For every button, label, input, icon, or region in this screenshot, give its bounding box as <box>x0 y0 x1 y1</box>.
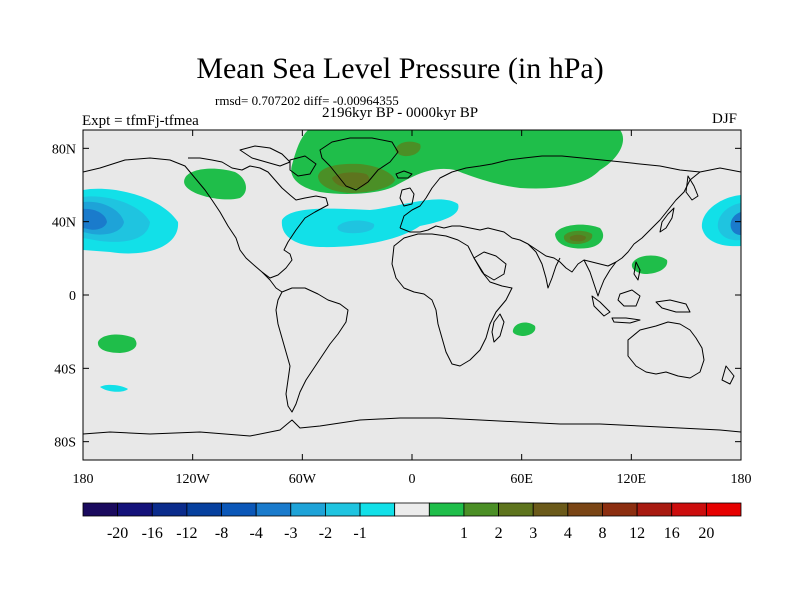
north-pacific-low-east-level3 <box>730 212 741 235</box>
colorbar-label: -3 <box>284 525 297 542</box>
colorbar-swatch <box>325 502 361 517</box>
north-atlantic-low-level2 <box>337 220 375 234</box>
lon-tick-label: 180 <box>731 472 752 487</box>
colorbar-label: -1 <box>353 525 366 542</box>
alaska-high <box>184 168 247 200</box>
north-america-coast <box>83 157 329 279</box>
lon-tick-label: 60W <box>289 472 317 487</box>
baffin-island <box>289 155 317 177</box>
lon-tick-label: 120E <box>617 472 647 487</box>
lat-tick-label: 80S <box>54 436 76 451</box>
colorbar-swatch <box>394 502 430 517</box>
east-asia-coast <box>399 171 701 273</box>
colorbar-label: 2 <box>495 525 503 542</box>
java-coast <box>611 317 641 324</box>
colorbar-swatch <box>602 502 638 517</box>
south-pacific-high <box>97 334 137 353</box>
experiment-label: Expt = tfmFj-tfmea <box>82 113 199 129</box>
colorbar-label: -8 <box>215 525 228 542</box>
madagascar-high <box>512 322 536 336</box>
australia-coast <box>627 321 705 379</box>
colorbar-swatch <box>705 502 742 517</box>
indochina-coast <box>583 259 617 297</box>
iceland-coast <box>395 170 413 179</box>
colorbar-swatch <box>567 502 603 517</box>
greenland-coast <box>319 137 399 191</box>
lat-axis: 80N 40N 0 40S 80S <box>52 142 741 451</box>
lat-tick-label: 0 <box>69 289 76 304</box>
lon-tick-label: 0 <box>409 472 416 487</box>
south-america-coast <box>275 287 349 413</box>
madagascar-coast <box>491 313 505 343</box>
colorbar-label: 16 <box>664 525 680 542</box>
colorbar-label: 12 <box>629 525 645 542</box>
lon-tick-label: 120W <box>176 472 211 487</box>
period-label: 2196kyr BP - 0000kyr BP <box>322 105 479 121</box>
india-coast <box>527 243 561 289</box>
lon-tick-label: 60E <box>510 472 533 487</box>
colorbar-swatch <box>186 502 222 517</box>
colorbar-swatch <box>221 502 257 517</box>
arctic-high-level2 <box>395 141 421 157</box>
tibet-high-level3 <box>569 234 586 242</box>
lat-tick-label: 80N <box>52 142 76 157</box>
anomaly-layer <box>83 130 741 392</box>
eurasia-coast <box>399 155 741 229</box>
colorbar-swatch <box>290 502 326 517</box>
colorbar-swatch <box>636 502 673 517</box>
stats-line: rmsd= 0.707202 diff= -0.00964355 <box>215 93 399 108</box>
kamchatka-coast <box>685 175 699 201</box>
philippines-coast <box>633 261 641 281</box>
borneo-coast <box>617 289 641 307</box>
british-isles <box>399 187 415 207</box>
colorbar-swatch <box>671 502 707 517</box>
lon-axis: 180 120W 60W 0 60E 120E 180 <box>73 130 752 487</box>
colorbar-swatch <box>255 502 292 517</box>
colorbar-swatch <box>359 502 396 517</box>
antarctica-coast <box>83 417 741 437</box>
colorbar-swatch <box>82 502 119 517</box>
japan-coast <box>659 207 675 233</box>
colorbar <box>82 502 742 517</box>
south-pacific-low <box>100 384 128 392</box>
coastlines <box>83 137 741 437</box>
lat-tick-label: 40S <box>54 362 76 377</box>
map-background <box>83 130 741 460</box>
colorbar-label: 1 <box>460 525 468 542</box>
lon-tick-label: 180 <box>73 472 94 487</box>
philippine-sea-high <box>631 255 668 274</box>
colorbar-label: -20 <box>107 525 128 542</box>
colorbar-swatch <box>463 502 499 517</box>
arabia-coast <box>473 251 507 281</box>
colorbar-labels: -20 -16 -12 -8 -4 -3 -2 -1 1 2 3 4 8 12 16 20 <box>107 525 714 542</box>
season-label: DJF <box>712 111 738 127</box>
colorbar-label: 3 <box>529 525 537 542</box>
lat-tick-label: 40N <box>52 216 76 231</box>
colorbar-label: -16 <box>142 525 163 542</box>
colorbar-label: -4 <box>249 525 262 542</box>
colorbar-swatch <box>428 502 465 517</box>
colorbar-label: 4 <box>564 525 572 542</box>
new-zealand-coast <box>721 365 735 385</box>
colorbar-label: -2 <box>319 525 332 542</box>
greenland-high-level3 <box>332 172 370 189</box>
map-title: Mean Sea Level Pressure (in hPa) <box>196 52 604 85</box>
sumatra-coast <box>591 295 611 317</box>
africa-coast <box>391 233 513 367</box>
colorbar-swatch <box>498 502 534 517</box>
north-pacific-low-level4 <box>83 208 107 230</box>
colorbar-swatch <box>151 502 188 517</box>
colorbar-label: 8 <box>598 525 606 542</box>
colorbar-swatch <box>117 502 153 517</box>
new-guinea-coast <box>655 299 691 313</box>
colorbar-swatch <box>532 502 569 517</box>
central-america-coast <box>261 271 283 293</box>
colorbar-label: 20 <box>698 525 714 542</box>
colorbar-label: -12 <box>176 525 197 542</box>
